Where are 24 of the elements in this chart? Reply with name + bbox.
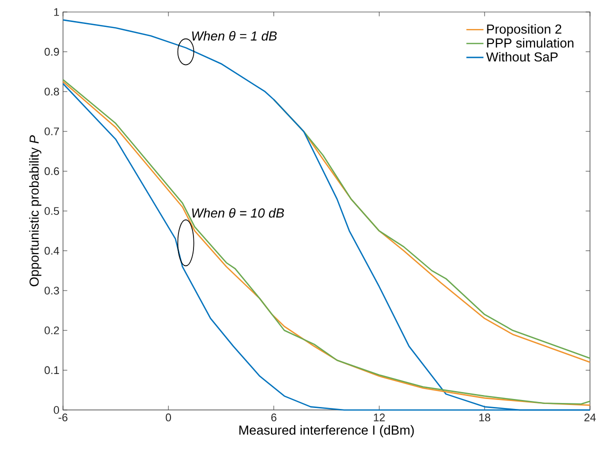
y-tick-label: 0.7 xyxy=(44,128,59,136)
y-tick-label: 0.1 xyxy=(44,366,59,374)
x-tick-label: 12 xyxy=(374,414,385,422)
legend-label: Proposition 2 xyxy=(487,24,562,36)
y-tick-label: 1 xyxy=(54,8,59,16)
y-axis-title: Opportunistic probability P xyxy=(29,135,42,286)
x-tick-label: 24 xyxy=(584,414,596,422)
x-tick-label: 18 xyxy=(479,414,490,422)
x-axis-title: Measured interference I (dBm) xyxy=(239,425,414,438)
annotation: When θ = 1 dB xyxy=(192,31,277,41)
y-tick-label: 0.3 xyxy=(44,286,59,294)
legend-label: Without SaP xyxy=(486,52,558,62)
x-tick-label: -6 xyxy=(58,414,68,422)
y-tick-label: 0.4 xyxy=(44,246,60,255)
x-tick-label: 6 xyxy=(271,414,276,422)
y-tick-label: 0.9 xyxy=(44,48,59,56)
y-tick-label: 0.5 xyxy=(44,207,60,215)
legend-label: PPP simulation xyxy=(487,38,574,48)
x-tick-label: 0 xyxy=(166,414,172,422)
y-tick-label: 0.8 xyxy=(44,88,59,96)
y-tick-label: 0.2 xyxy=(44,326,59,334)
annotation: When θ = 10 dB xyxy=(192,208,284,218)
y-tick-label: 0 xyxy=(54,406,60,414)
y-tick-label: 0.6 xyxy=(44,167,59,176)
